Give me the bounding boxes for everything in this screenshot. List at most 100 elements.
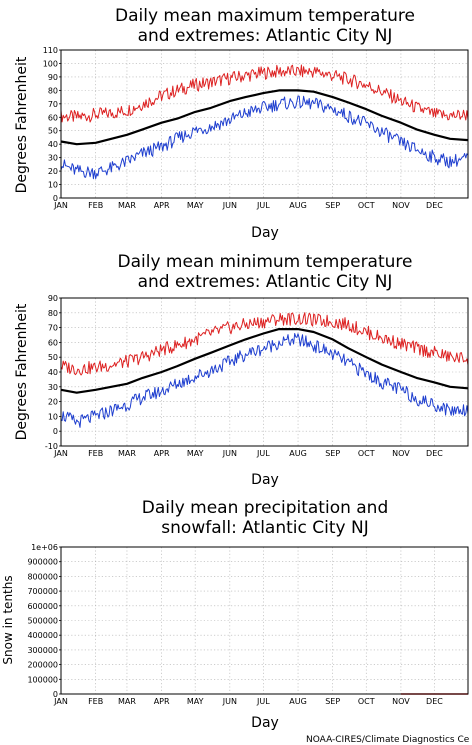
y-tick-label: 20: [48, 398, 58, 407]
y-tick-label: 30: [48, 154, 58, 163]
y-tick-labels: 0 100000 200000 300000 400000 500000 600000 700…: [27, 543, 61, 699]
chart-title-line-1: Daily mean maximum temperature: [115, 6, 415, 26]
y-tick-label: 90: [48, 294, 58, 303]
x-tick-label: SEP: [325, 697, 340, 706]
plot-frame: [60, 49, 469, 199]
credit-text: NOAA-CIRES/Climate Diagnostics Ce: [306, 735, 470, 745]
series-line-min-extreme: [60, 333, 469, 428]
x-tick-labels: JAN FEB MAR APR MAY JUN JUL AUG SEP OCT NOV DEC: [53, 697, 443, 706]
x-tick-label: NOV: [392, 449, 410, 458]
y-tick-label: 400000: [27, 631, 58, 640]
series-line-max-extreme: [60, 312, 469, 376]
y-tick-label: 70: [48, 100, 58, 109]
y-axis-label: Snow in tenths: [1, 575, 15, 664]
series-lines: [60, 64, 469, 180]
y-tick-label: 0: [53, 427, 58, 436]
x-tick-label: DEC: [426, 697, 443, 706]
y-tick-label: 90: [48, 73, 58, 82]
x-tick-label: MAR: [118, 201, 136, 210]
x-tick-labels: JAN FEB MAR APR MAY JUN JUL AUG SEP OCT NOV DEC: [53, 201, 443, 210]
chart-title-line-2: and extremes: Atlantic City NJ: [138, 26, 393, 46]
x-tick-label: DEC: [426, 201, 443, 210]
x-axis-label: Day: [251, 472, 279, 488]
y-tick-label: 80: [48, 309, 58, 318]
plot-frame: [60, 297, 469, 447]
x-tick-label: JUN: [222, 449, 237, 458]
x-tick-label: APR: [154, 449, 170, 458]
y-tick-label: 80: [48, 86, 58, 95]
y-tick-label: 100: [43, 59, 58, 68]
x-tick-label: JUL: [256, 449, 270, 458]
y-tick-label: 50: [48, 353, 58, 362]
gridlines: [61, 297, 468, 447]
y-tick-label: 30: [48, 383, 58, 392]
x-tick-label: JUN: [222, 201, 237, 210]
series-line-min-extreme: [60, 95, 469, 180]
y-tick-label: 100000: [27, 675, 58, 684]
y-tick-label: 0: [53, 690, 58, 699]
y-tick-label: 800000: [27, 572, 58, 581]
series-lines: [60, 312, 469, 428]
x-tick-label: AUG: [289, 697, 307, 706]
x-tick-label: SEP: [325, 201, 340, 210]
x-tick-label: JUN: [222, 697, 237, 706]
y-tick-label: 50: [48, 127, 58, 136]
panel-max-temperature: Daily mean maximum temperature and extre…: [14, 6, 469, 241]
x-tick-label: APR: [154, 201, 170, 210]
y-tick-labels: -10 0 10 20 30 40 50 60 70 80 90: [45, 294, 61, 451]
x-tick-label: MAY: [187, 697, 204, 706]
x-tick-label: JUL: [256, 697, 270, 706]
y-tick-label: 60: [48, 338, 58, 347]
y-tick-label: 20: [48, 167, 58, 176]
y-tick-label: 1e+06: [31, 543, 58, 552]
chart-title-line-2: and extremes: Atlantic City NJ: [138, 272, 393, 292]
x-tick-label: JUL: [256, 201, 270, 210]
y-axis-label: Degrees Fahrenheit: [14, 56, 30, 193]
series-line-mean: [60, 89, 469, 146]
x-tick-label: MAY: [187, 449, 204, 458]
x-axis-label: Day: [251, 225, 279, 241]
y-tick-label: 900000: [27, 558, 58, 567]
x-tick-label: NOV: [392, 697, 410, 706]
y-tick-label: 700000: [27, 587, 58, 596]
x-tick-label: MAR: [118, 697, 136, 706]
x-tick-label: AUG: [289, 201, 307, 210]
y-tick-label: 10: [48, 412, 58, 421]
x-tick-label: MAR: [118, 449, 136, 458]
x-tick-label: NOV: [392, 201, 410, 210]
x-tick-label: APR: [154, 697, 170, 706]
gridlines: [61, 49, 468, 199]
plot-frame: [60, 546, 469, 695]
x-tick-label: FEB: [88, 449, 103, 458]
chart-title-line-1: Daily mean minimum temperature: [118, 252, 413, 272]
x-tick-label: FEB: [88, 201, 103, 210]
panel-precip-snowfall: Daily mean precipitation and snowfall: A…: [1, 498, 469, 731]
y-tick-label: 0: [53, 194, 58, 203]
chart-title-line-2: snowfall: Atlantic City NJ: [161, 518, 368, 538]
series-line-max-extreme: [60, 64, 469, 123]
chart-title-line-1: Daily mean precipitation and: [142, 498, 389, 518]
x-tick-label: JAN: [53, 201, 68, 210]
x-tick-label: DEC: [426, 449, 443, 458]
y-axis-label: Degrees Fahrenheit: [14, 303, 30, 440]
y-tick-label: 60: [48, 113, 58, 122]
x-tick-labels: JAN FEB MAR APR MAY JUN JUL AUG SEP OCT NOV DEC: [53, 449, 443, 458]
y-tick-label: 40: [48, 140, 58, 149]
x-tick-label: OCT: [358, 449, 375, 458]
panel-min-temperature: Daily mean minimum temperature and extre…: [14, 252, 469, 488]
y-tick-label: 500000: [27, 617, 58, 626]
y-tick-label: 40: [48, 368, 58, 377]
y-tick-label: 70: [48, 324, 58, 333]
y-tick-label: 200000: [27, 661, 58, 670]
series-line-mean: [60, 328, 469, 394]
y-tick-label: 10: [48, 181, 58, 190]
x-tick-label: JAN: [53, 449, 68, 458]
x-tick-label: FEB: [88, 697, 103, 706]
gridlines: [61, 546, 468, 695]
y-tick-label: 110: [43, 46, 58, 55]
x-tick-label: OCT: [358, 697, 375, 706]
x-axis-label: Day: [251, 715, 279, 731]
x-tick-label: SEP: [325, 449, 340, 458]
y-tick-label: -10: [45, 442, 58, 451]
